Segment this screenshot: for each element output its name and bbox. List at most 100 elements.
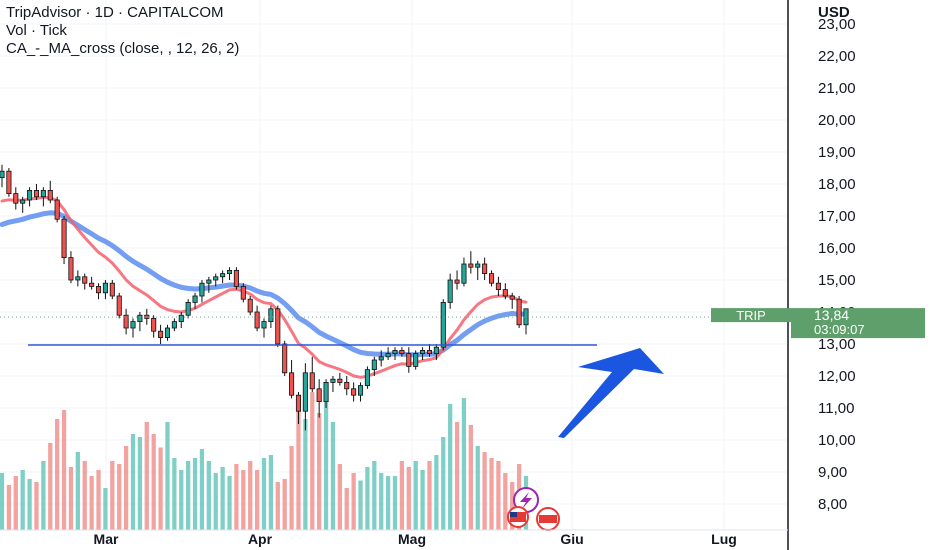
candle [240, 283, 246, 303]
legend-indicator[interactable]: CA_-_MA_cross (close, , 12, 26, 2) [6, 40, 240, 57]
candle [116, 292, 122, 319]
candle-body [275, 308, 281, 345]
volume-bar [434, 455, 439, 530]
grid [0, 0, 788, 530]
candle [226, 267, 233, 280]
volume-bar [323, 392, 329, 530]
candle-body [20, 199, 26, 204]
candle-body [316, 388, 322, 402]
lightning-icon [520, 492, 532, 509]
volume-bar [261, 458, 267, 530]
price-axis[interactable]: 23,00 22,00 21,00 20,00 19,00 18,00 17,00 16,00… [711, 0, 932, 550]
candle-body [426, 349, 433, 354]
volume-bar [420, 470, 425, 530]
candle [406, 347, 412, 373]
candle-body [385, 353, 391, 358]
volume-bar [427, 461, 432, 530]
volume-bar [158, 447, 163, 530]
candle [289, 360, 295, 399]
candle-body [502, 289, 508, 297]
candle-body [309, 372, 315, 390]
candle-body [392, 349, 398, 354]
candle-body [261, 321, 267, 329]
event-icon[interactable] [536, 507, 560, 531]
candle-body [89, 282, 95, 287]
candle [40, 187, 46, 207]
flag-shape [510, 512, 526, 522]
candle-body [254, 311, 260, 329]
symbol-label: TRIP [736, 308, 766, 323]
candle-body [47, 189, 53, 201]
candle [206, 276, 212, 293]
candle-body [40, 189, 46, 198]
candle-body [302, 372, 308, 412]
fast-ma-line [0, 195, 528, 379]
volume-bar [282, 479, 287, 530]
volume-bar [89, 476, 94, 530]
currency-label[interactable]: USD [818, 4, 850, 21]
volume-bar [48, 443, 53, 530]
candle-body [454, 279, 460, 284]
legend-title[interactable]: TripAdvisor · 1D · CAPITALCOM [6, 4, 224, 21]
candle [302, 363, 308, 431]
candle-body [482, 263, 488, 275]
dividend-icon[interactable] [507, 506, 529, 528]
volume-bar [392, 476, 398, 530]
candle [488, 270, 495, 287]
time-axis[interactable]: Mar Apr Mag Giu Lug [0, 529, 788, 547]
candle-body [337, 378, 343, 383]
candle [192, 292, 198, 309]
volume-bar [254, 470, 260, 530]
candle [233, 267, 239, 290]
candle [33, 184, 40, 200]
candle [351, 382, 357, 402]
volume-bar [96, 470, 101, 530]
x-tick-label: Apr [248, 531, 273, 547]
volume-bar [379, 473, 384, 530]
volume-bar [448, 404, 453, 530]
candle-body [371, 359, 377, 371]
volume-bar [227, 476, 232, 530]
candle [95, 283, 102, 300]
y-tick-label: 12,00 [818, 368, 856, 385]
candle [420, 347, 426, 360]
volume-bar [165, 422, 170, 530]
volume-bar [310, 392, 315, 530]
candle-body [351, 388, 357, 396]
candle [468, 251, 474, 274]
candle [357, 382, 364, 402]
candle-body [433, 346, 439, 355]
candle-body [171, 321, 177, 329]
candle [75, 270, 81, 287]
volume-bar [413, 461, 418, 530]
volume-bar [241, 470, 246, 530]
chart-legend: TripAdvisor · 1D · CAPITALCOM Vol · Tick… [6, 4, 239, 58]
candle-body [213, 276, 219, 281]
candle-body [27, 189, 33, 201]
volume-bar [186, 461, 191, 530]
y-tick-label: 16,00 [818, 240, 856, 257]
volume-bar [27, 479, 32, 530]
up-arrow-icon[interactable] [558, 348, 664, 438]
volume-bar [303, 419, 308, 530]
volume-bar [365, 467, 370, 530]
candle-body [495, 282, 501, 291]
volume-bar [41, 461, 46, 530]
candle [61, 216, 67, 264]
candle [323, 379, 329, 408]
candle-body [289, 372, 295, 396]
volume-bar [496, 461, 501, 530]
candle-body [468, 263, 474, 268]
y-tick-label: 19,00 [818, 144, 856, 161]
volume-bar [0, 473, 5, 530]
candle-body [75, 276, 81, 281]
candle-body [344, 381, 350, 390]
candle [27, 187, 33, 207]
legend-volume[interactable]: Vol · Tick [6, 22, 67, 39]
candle [185, 299, 191, 319]
volume-bar [475, 446, 480, 530]
candle-body [192, 295, 198, 303]
volume-bar [144, 422, 149, 530]
